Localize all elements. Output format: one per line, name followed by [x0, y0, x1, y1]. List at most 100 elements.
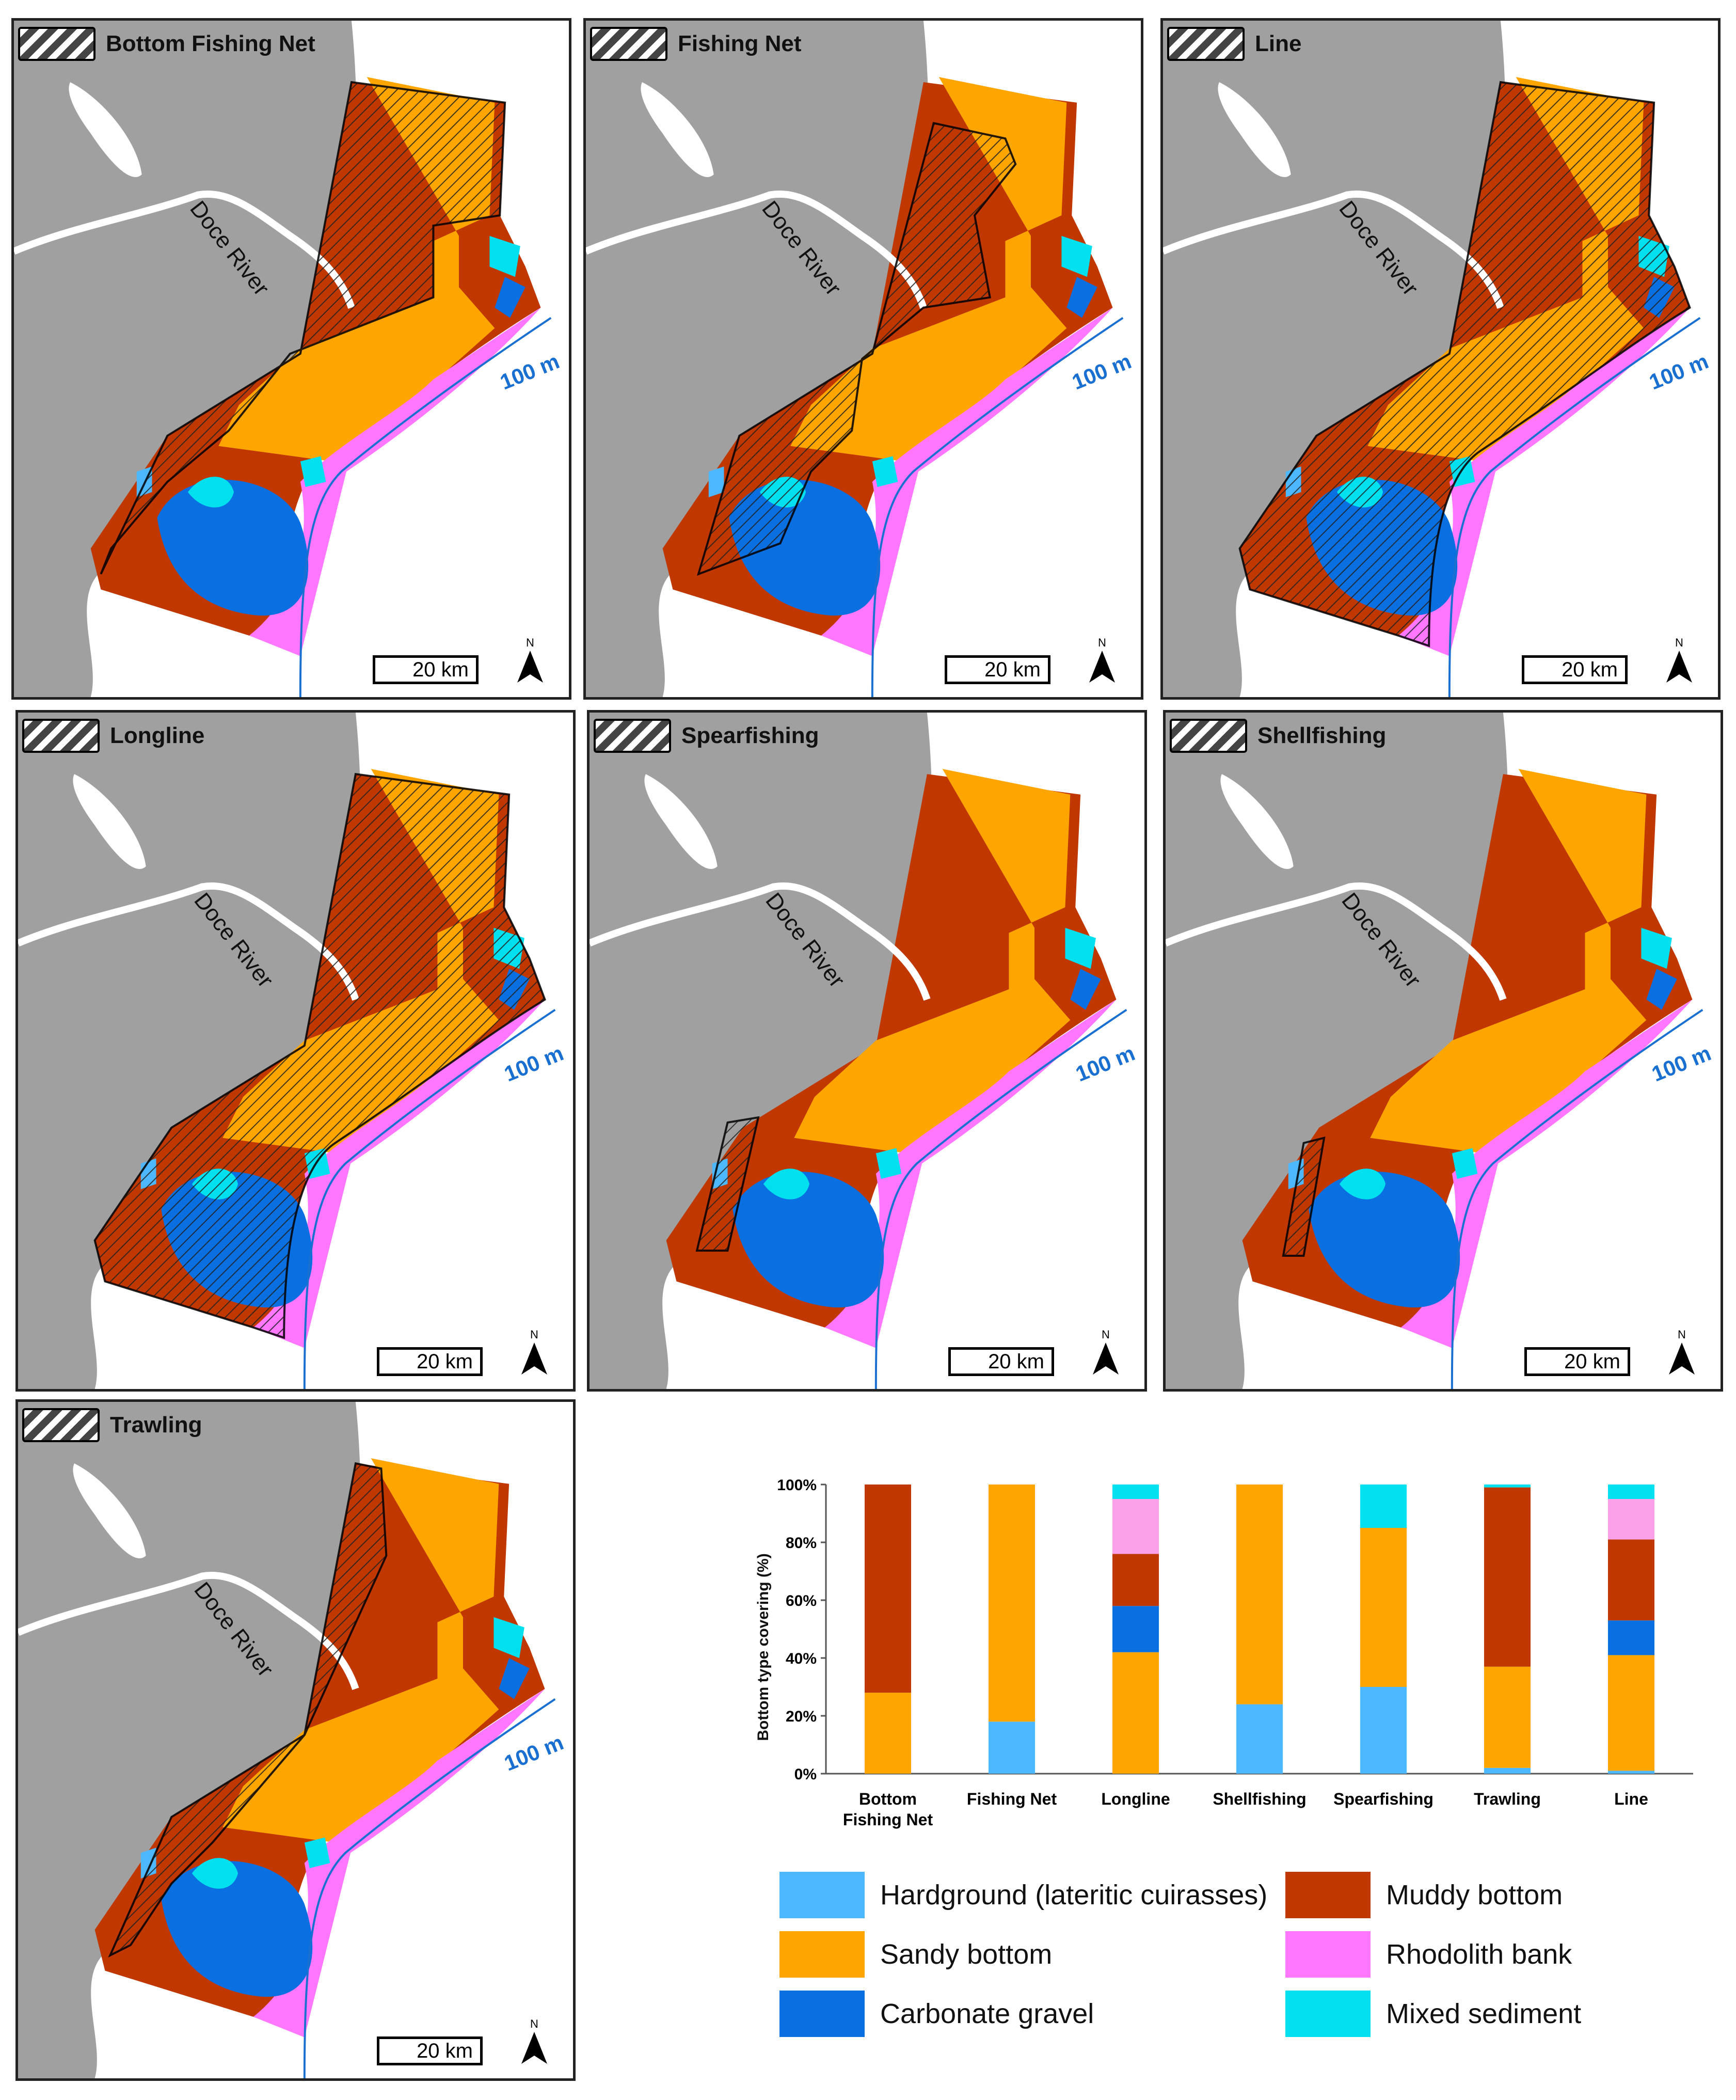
panel-title: Spearfishing — [594, 719, 819, 753]
hatch-legend-swatch — [22, 1408, 100, 1442]
panel-title: Bottom Fishing Net — [18, 27, 315, 61]
bar-segment — [1112, 1485, 1159, 1499]
bottom-type-chart: 0% 20% 40% 60% 80% 100% Bottom Fishing Net Fish… — [755, 1477, 1693, 1829]
rhodolith-area — [253, 999, 545, 1348]
legend-label: Hardground (lateritic cuirasses) — [880, 1880, 1268, 1910]
bar-segment — [1112, 1606, 1159, 1652]
bar-segment — [1484, 1666, 1531, 1768]
panel-title-text: Fishing Net — [678, 31, 802, 56]
legend-swatch — [1285, 1931, 1371, 1978]
carbonate-area — [732, 969, 1101, 1308]
scale-bar: 20 km — [377, 2036, 483, 2065]
mixed-sediment-area — [763, 927, 1096, 1199]
mixed-sediment-area — [187, 235, 520, 508]
hatch-legend-swatch — [1170, 719, 1247, 753]
doce-river — [1166, 882, 1507, 1001]
rhodolith-area — [249, 307, 541, 656]
land — [1163, 21, 1506, 697]
carbonate-area — [161, 1658, 530, 1997]
fishing-area-hatch — [696, 122, 1017, 576]
y-tick-label: 60% — [786, 1592, 817, 1609]
bar-segment — [1360, 1528, 1407, 1687]
panel-title: Longline — [22, 719, 204, 753]
carbonate-area — [1309, 969, 1677, 1308]
y-tick-label: 0% — [794, 1766, 817, 1783]
north-label: N — [530, 1328, 538, 1341]
carbonate-area — [157, 277, 525, 616]
map-panel: Fishing Net Doce River 100 m 20 km N — [583, 18, 1143, 700]
panel-title: Trawling — [22, 1408, 202, 1442]
fishing-area-hatch — [1282, 1136, 1326, 1257]
land — [14, 21, 357, 697]
rhodolith-area — [253, 1688, 545, 2038]
legend-item: Sandy bottom — [779, 1931, 1052, 1978]
north-arrow-icon: N — [521, 1328, 547, 1375]
lake — [69, 82, 142, 177]
fishing-area-hatch — [93, 772, 546, 1339]
lake — [641, 82, 714, 177]
bar-segment — [989, 1485, 1035, 1722]
doce-river — [590, 882, 931, 1001]
bar-segment — [865, 1693, 911, 1774]
isobath-100m — [1451, 1008, 1703, 1389]
x-tick-label: Spearfishing — [1333, 1790, 1434, 1808]
y-axis-label: Bottom type covering (%) — [755, 1553, 772, 1741]
legend-item: Rhodolith bank — [1285, 1931, 1572, 1978]
bar-segment — [1360, 1485, 1407, 1528]
land — [18, 1402, 361, 2078]
rhodolith-area — [1398, 307, 1690, 656]
land — [590, 713, 932, 1389]
north-arrow-icon: N — [517, 636, 543, 683]
legend-item: Mixed sediment — [1285, 1991, 1581, 2037]
bar-segment — [1608, 1539, 1654, 1621]
isobath-100m — [871, 317, 1124, 697]
north-arrow-icon: N — [521, 2017, 547, 2064]
sandy-bottom-area — [1370, 769, 1647, 1154]
hardground-area — [708, 466, 724, 497]
lake — [73, 1463, 146, 1558]
north-arrow-icon: N — [1093, 1328, 1119, 1375]
legend-item: Muddy bottom — [1285, 1872, 1563, 1918]
panel-title-text: Trawling — [110, 1412, 202, 1438]
x-tick-label: Longline — [1101, 1790, 1170, 1808]
isobath-100m — [303, 1008, 556, 1389]
lake — [644, 774, 718, 869]
rhodolith-area — [824, 999, 1117, 1348]
bar-segment — [1112, 1652, 1159, 1774]
map-panel: Bottom Fishing Net Doce River 100 m 20 km N — [11, 18, 571, 700]
x-tick-label: Fishing Net — [967, 1790, 1057, 1808]
y-tick-label: 80% — [786, 1535, 817, 1552]
legend-label: Muddy bottom — [1386, 1880, 1563, 1910]
scale-bar: 20 km — [377, 1347, 483, 1376]
land — [1166, 713, 1508, 1389]
scale-bar: 20 km — [1522, 655, 1628, 684]
north-arrow-icon: N — [1666, 636, 1692, 683]
legend-label: Mixed sediment — [1386, 1998, 1582, 2029]
hatch-legend-swatch — [22, 719, 100, 753]
seabed-map — [1163, 21, 1701, 697]
map-panel: Trawling Doce River 100 m 20 km N — [15, 1399, 576, 2081]
bars — [865, 1485, 1654, 1774]
bar-segment — [1608, 1620, 1654, 1655]
seabed-map — [1166, 713, 1703, 1389]
bar-segment — [1608, 1499, 1654, 1540]
y-tick-label: 100% — [777, 1477, 817, 1494]
land — [586, 21, 929, 697]
bar-segment — [1484, 1485, 1531, 1488]
legend-label: Rhodolith bank — [1386, 1939, 1572, 1970]
seabed-map — [586, 21, 1124, 697]
north-arrow-icon: N — [1669, 1328, 1695, 1375]
rhodolith-area — [821, 307, 1113, 656]
north-label: N — [526, 636, 534, 649]
doce-river — [586, 191, 927, 309]
lake — [1220, 774, 1294, 869]
panel-title: Line — [1167, 27, 1301, 61]
panel-title: Shellfishing — [1170, 719, 1386, 753]
panel-title-text: Line — [1255, 31, 1302, 56]
isobath-100m — [303, 1698, 556, 2078]
y-tick-label: 40% — [786, 1650, 817, 1667]
scale-bar: 20 km — [1524, 1347, 1630, 1376]
lake — [73, 774, 146, 869]
fishing-area-hatch — [100, 81, 506, 575]
bar-segment — [989, 1722, 1035, 1774]
